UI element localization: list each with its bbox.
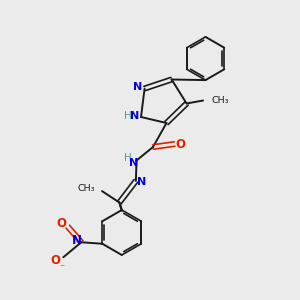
Text: CH₃: CH₃ <box>211 96 229 105</box>
Text: CH₃: CH₃ <box>77 184 94 193</box>
Text: O: O <box>56 217 66 230</box>
Text: N: N <box>72 234 82 247</box>
Text: ⁻: ⁻ <box>60 263 65 273</box>
Text: H: H <box>124 110 131 121</box>
Text: N: N <box>130 158 139 168</box>
Text: N: N <box>130 110 139 121</box>
Text: N: N <box>134 82 142 92</box>
Text: O: O <box>176 137 186 151</box>
Text: O: O <box>51 254 61 267</box>
Text: H: H <box>124 152 131 163</box>
Text: N: N <box>137 177 146 188</box>
